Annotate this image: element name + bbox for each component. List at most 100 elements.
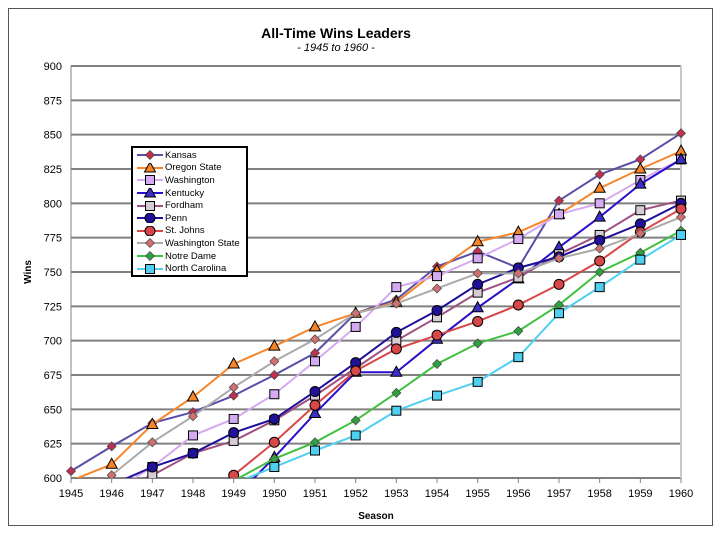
data-point	[228, 469, 240, 478]
legend-label: Notre Dame	[165, 250, 217, 262]
x-tick-label: 1952	[343, 488, 367, 500]
legend-item-st-johns: St. Johns	[137, 225, 246, 238]
legend-marker	[145, 238, 155, 249]
data-point	[594, 267, 605, 277]
x-tick-label: 1951	[303, 488, 327, 500]
legend-swatch-icon	[137, 225, 163, 236]
data-point	[147, 437, 158, 448]
data-point	[432, 390, 442, 401]
data-point	[268, 413, 280, 425]
data-point	[146, 461, 158, 473]
legend-marker	[145, 175, 155, 186]
series-line-kentucky	[252, 158, 682, 478]
legend-label: Washington State	[165, 237, 240, 249]
legend-marker	[145, 251, 155, 262]
data-point	[308, 319, 322, 332]
data-point	[350, 415, 361, 426]
data-point	[106, 470, 117, 478]
chart-frame	[8, 8, 713, 526]
data-point	[350, 430, 361, 441]
data-point	[471, 300, 485, 313]
data-point	[188, 430, 198, 441]
y-tick-label: 900	[44, 61, 62, 73]
legend-item-washington: Washington	[137, 174, 246, 187]
y-tick-label: 775	[44, 233, 62, 245]
data-point	[391, 282, 402, 293]
y-axis-title: Wins	[23, 260, 34, 284]
data-point	[390, 326, 402, 338]
data-point	[635, 254, 646, 265]
legend-marker	[145, 150, 155, 161]
legend-swatch-icon	[137, 238, 163, 249]
data-point	[228, 413, 239, 424]
data-point	[633, 177, 647, 189]
series-line-notre-dame	[236, 229, 682, 478]
legend-item-oregon-state: Oregon State	[137, 162, 246, 175]
legend-label: Washington	[165, 174, 215, 186]
legend-marker	[143, 162, 157, 173]
data-point	[554, 308, 564, 319]
data-point	[350, 365, 362, 377]
data-point	[674, 152, 687, 164]
data-point	[310, 334, 320, 345]
legend-marker	[145, 200, 155, 211]
data-point	[350, 321, 361, 332]
series-washington-state	[106, 212, 686, 478]
data-point	[472, 268, 483, 279]
series-notre-dame	[236, 225, 686, 478]
y-tick-label: 750	[44, 267, 62, 279]
data-point	[431, 329, 443, 341]
x-tick-label: 1955	[465, 488, 489, 500]
legend-swatch-icon	[137, 175, 163, 186]
legend-marker	[145, 263, 155, 274]
legend-item-north-carolina: North Carolina	[137, 262, 246, 275]
legend-label: St. Johns	[165, 225, 205, 237]
x-tick-label: 1957	[547, 488, 571, 500]
legend-item-kentucky: Kentucky	[137, 187, 246, 200]
legend-label: Oregon State	[165, 162, 222, 174]
legend-label: Fordham	[165, 200, 204, 212]
data-point	[472, 278, 484, 290]
series-st-johns	[226, 203, 687, 478]
data-point	[227, 356, 241, 369]
legend-item-kansas: Kansas	[137, 149, 246, 162]
data-point	[269, 462, 280, 473]
x-axis-title: Season	[358, 511, 394, 522]
data-point	[309, 399, 321, 411]
data-point	[513, 234, 524, 245]
data-point	[432, 271, 442, 282]
data-point	[268, 436, 280, 448]
y-tick-label: 850	[44, 130, 62, 142]
y-tick-label: 800	[44, 198, 62, 210]
data-point	[309, 385, 321, 397]
data-point	[593, 181, 607, 193]
data-point	[594, 282, 605, 293]
data-point	[513, 326, 524, 337]
x-tick-label: 1946	[99, 488, 123, 500]
data-point	[554, 209, 564, 220]
data-point	[594, 243, 605, 254]
legend-item-washington-state: Washington State	[137, 237, 246, 250]
data-point	[390, 343, 402, 355]
legend-label: Penn	[165, 212, 188, 224]
data-point	[310, 356, 320, 367]
data-point	[66, 466, 76, 477]
y-tick-label: 875	[44, 95, 62, 107]
data-point	[554, 195, 564, 206]
data-point	[594, 169, 605, 180]
x-tick-label: 1956	[506, 488, 530, 500]
data-point	[391, 298, 402, 309]
x-tick-label: 1945	[59, 488, 83, 500]
legend-label: Kentucky	[165, 187, 205, 199]
data-point	[472, 253, 483, 264]
x-tick-label: 1948	[181, 488, 205, 500]
data-point	[186, 389, 200, 402]
data-point	[594, 255, 606, 267]
data-point	[269, 370, 280, 380]
data-point	[431, 304, 443, 316]
data-point	[676, 212, 686, 223]
series-line-north-carolina	[244, 234, 682, 478]
legend-label: North Carolina	[165, 263, 227, 275]
data-point	[391, 387, 402, 398]
